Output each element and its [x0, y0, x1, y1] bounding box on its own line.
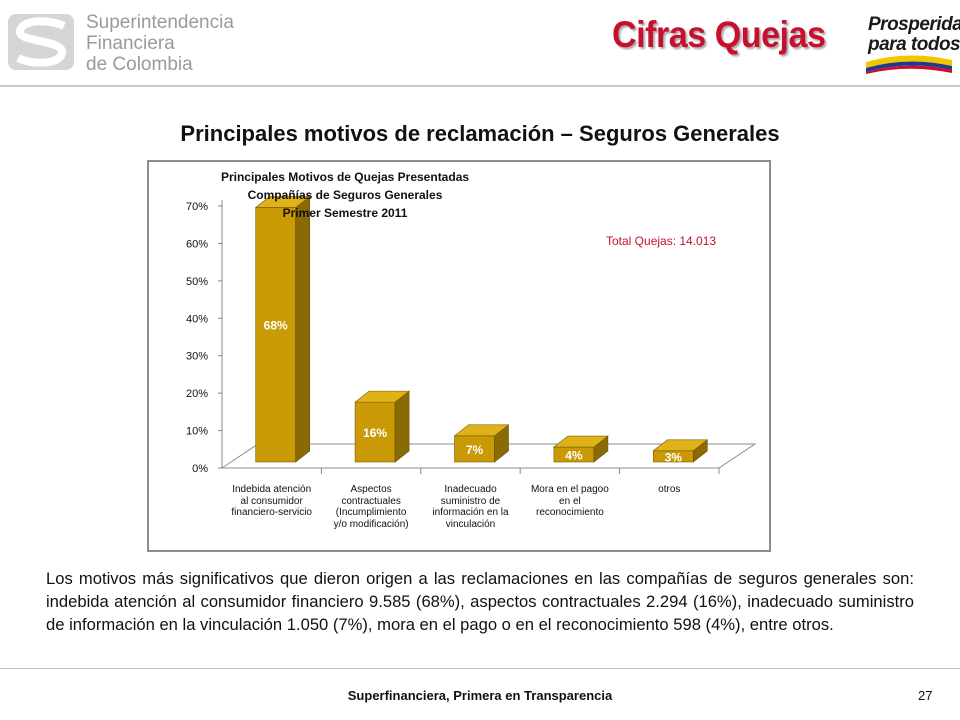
y-tick-label: 70%	[186, 201, 208, 213]
page-number: 27	[918, 688, 933, 703]
category-label: contractuales	[341, 495, 401, 507]
slide-title: Cifras Quejas	[612, 14, 826, 55]
data-label: 3%	[665, 450, 683, 464]
bar-top	[553, 435, 609, 448]
bar-side	[295, 195, 310, 463]
chart-frame: 0% 10% 20% 30% 40% 50% 60% 70% 68% 16% 7% 4% 3%	[147, 160, 771, 552]
logo-text: Superintendencia Financiera de Colombia	[86, 12, 234, 75]
data-label: 68%	[264, 319, 288, 333]
category-label: Mora en el pagoo	[530, 484, 609, 495]
flag-stripe-icon	[866, 55, 952, 74]
chart-title-line-3: Primer Semestre 2011	[282, 206, 408, 220]
category-label: (Incumplimiento	[335, 507, 407, 518]
category-label: financiero-servicio	[231, 507, 312, 518]
category-label: y/o modificación)	[333, 518, 409, 530]
y-tick-label: 30%	[186, 351, 208, 363]
category-label: suministro de	[440, 495, 501, 507]
logo-line-2: Financiera	[86, 33, 175, 54]
badge-line-2: para todos	[868, 34, 960, 55]
superintendencia-logo: Superintendencia Financiera de Colombia	[6, 8, 234, 75]
bar-front	[255, 207, 296, 463]
chart-title-line-1: Principales Motivos de Quejas Presentada…	[220, 170, 470, 184]
category-label: Indebida atención	[232, 484, 312, 495]
badge-line-1: Prosperidad	[868, 14, 960, 35]
bar-chart: 0% 10% 20% 30% 40% 50% 60% 70% 68% 16% 7% 4% 3%	[186, 195, 757, 475]
logo-line-3: de Colombia	[86, 54, 193, 75]
y-tick-label: 50%	[186, 276, 208, 288]
data-label: 16%	[363, 426, 387, 440]
category-label: otros	[658, 484, 681, 495]
footer-divider	[0, 668, 960, 669]
slide-subtitle: Principales motivos de reclamación – Seg…	[180, 121, 780, 146]
category-label: Aspectos	[350, 484, 392, 495]
header-divider	[0, 85, 960, 87]
bar-top	[354, 390, 410, 403]
y-tick-label: 20%	[186, 388, 208, 400]
y-tick-label: 40%	[186, 313, 208, 325]
footer-tagline: Superfinanciera, Primera en Transparenci…	[347, 688, 613, 703]
bar-top	[453, 424, 510, 437]
category-label: información en la	[432, 507, 509, 518]
data-label: 4%	[565, 449, 583, 463]
category-label: en el	[559, 495, 581, 507]
prosperidad-badge: Prosperidad para todos	[862, 12, 960, 74]
bar-top	[652, 439, 709, 452]
category-label: reconocimiento	[535, 507, 604, 518]
y-tick-label: 60%	[186, 238, 208, 250]
logo-line-1: Superintendencia	[86, 12, 234, 33]
y-tick-label: 0%	[192, 463, 208, 475]
data-label: 7%	[466, 443, 484, 457]
category-label: al consumidor	[240, 495, 303, 507]
chart-total-annotation: Total Quejas: 14.013	[606, 234, 717, 248]
bar-side	[394, 390, 410, 463]
chart-title-line-2: Compañías de Seguros Generales	[247, 188, 443, 202]
bar-front	[354, 401, 396, 463]
summary-paragraph: Los motivos más significativos que diero…	[46, 569, 914, 634]
logo-s-icon	[8, 14, 74, 70]
category-label: vinculación	[445, 518, 496, 530]
bar-top	[254, 196, 311, 208]
y-tick-label: 10%	[186, 426, 208, 438]
category-label: Inadecuado	[444, 484, 497, 495]
